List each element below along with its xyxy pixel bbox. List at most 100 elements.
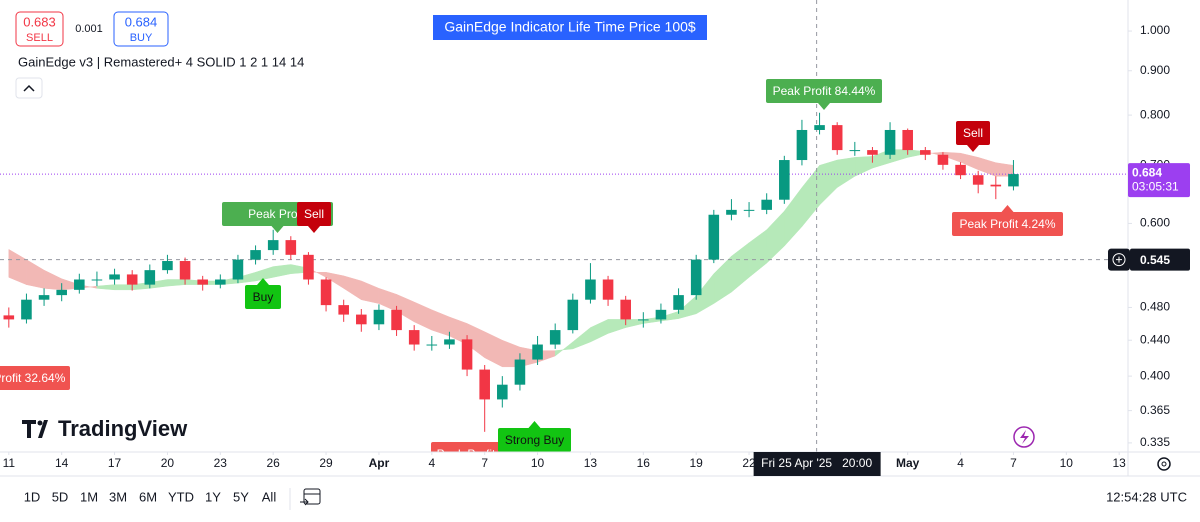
last-price-badge: [1128, 163, 1190, 198]
x-tick-label: 4: [428, 456, 435, 470]
countdown: 03:05:31: [1132, 179, 1179, 193]
signal-pointer: [271, 226, 284, 233]
signal-pointer: [257, 278, 269, 285]
crosshair-add-plus: [1116, 256, 1122, 263]
candle-body: [743, 209, 755, 211]
sell-label: SELL: [26, 32, 53, 44]
candle-body: [109, 274, 120, 280]
signal-text: Buy: [253, 290, 274, 304]
watermark-logo: [22, 420, 48, 438]
x-tick-label: 7: [1010, 456, 1017, 470]
candle-body: [673, 295, 684, 310]
candle-body: [338, 305, 349, 315]
x-tick-label: 13: [584, 456, 598, 470]
plot-area: Peak Profit 32.64% Peak Profit Sell Buy Peak…: [0, 0, 1128, 461]
timeframe-button[interactable]: All: [262, 489, 277, 504]
signal-text: Peak Profit: [437, 447, 496, 461]
candle-body: [690, 259, 702, 296]
x-tick-label: 23: [214, 456, 228, 470]
signal-box: [297, 202, 331, 226]
settings-icon[interactable]: [1157, 457, 1171, 471]
x-tick-label: 20: [161, 456, 175, 470]
candle-body: [215, 279, 226, 285]
sell-button[interactable]: [15, 11, 64, 47]
timeframe-button[interactable]: YTD: [168, 489, 194, 504]
candle-body: [38, 295, 50, 300]
y-tick-label: 0.365: [1140, 403, 1170, 417]
candle-body: [426, 344, 438, 346]
alert-bolt: [1020, 430, 1029, 444]
candle-body: [532, 344, 543, 360]
signal-label: Peak Profit 32.64%: [0, 366, 70, 390]
candle-body: [955, 164, 966, 176]
indicator-label: GainEdge v3 | Remastered+ 4 SOLID 1 2 1 …: [18, 54, 304, 69]
candle-body: [1008, 174, 1019, 187]
signal-box: [498, 428, 571, 452]
buy-button[interactable]: [113, 11, 169, 47]
candle-body: [796, 129, 808, 161]
collapse-button[interactable]: [15, 77, 43, 99]
candle-body: [937, 154, 949, 165]
signal-text: Sell: [963, 126, 983, 140]
candle-body: [567, 299, 579, 331]
candle-body: [461, 339, 473, 370]
timeframe-button[interactable]: 1D: [24, 489, 41, 504]
candle-body: [197, 279, 208, 285]
timeframe-button[interactable]: 6M: [139, 489, 157, 504]
timeframe-button[interactable]: 3M: [109, 489, 127, 504]
signal-label: Sell: [956, 121, 990, 152]
timeframe-button[interactable]: 1Y: [205, 489, 221, 504]
collapse-icon: [23, 84, 35, 92]
signal-box: [431, 442, 501, 452]
ribbon-segment: [114, 284, 133, 291]
candle-body: [620, 299, 631, 320]
candle-body: [884, 129, 896, 155]
buy-label: BUY: [130, 32, 153, 44]
signal-text: Peak Profit: [248, 207, 307, 221]
timeframe-button[interactable]: 1M: [80, 489, 98, 504]
candle-body: [3, 315, 15, 320]
signal-box: [0, 366, 70, 390]
signal-pointer: [967, 145, 979, 152]
signal-pointer: [528, 421, 541, 428]
clock: 12:54:28 UTC: [1106, 489, 1187, 504]
timeframe-button[interactable]: 5D: [52, 489, 69, 504]
x-tick-label: 11: [3, 456, 16, 470]
y-tick-label: 0.600: [1140, 216, 1170, 230]
candle-body: [250, 250, 261, 260]
signal-box: [766, 79, 882, 103]
candle-body: [408, 330, 420, 345]
x-tick-label: Apr: [369, 456, 390, 470]
x-tick-label: 19: [690, 456, 704, 470]
candle-body: [479, 369, 490, 400]
x-tick-label: 26: [267, 456, 281, 470]
signal-pointer: [308, 226, 320, 233]
candle-body: [285, 240, 297, 255]
axes: 1.0000.9000.8000.7000.6000.4800.4400.400…: [3, 23, 1171, 470]
crosshair-price-label: 0.545: [1140, 253, 1170, 267]
timeframe-button[interactable]: 5Y: [233, 489, 249, 504]
x-tick-label: 7: [481, 456, 488, 470]
y-tick-label: 0.800: [1140, 107, 1170, 121]
buy-price: 0.684: [125, 14, 158, 29]
x-tick-label: 22: [742, 456, 756, 470]
title-banner: [433, 15, 707, 40]
x-tick-label: 10: [1060, 456, 1074, 470]
signal-label: Peak Profit 4.24%: [952, 205, 1063, 236]
watermark: TradingView: [58, 416, 188, 441]
candle-body: [708, 214, 720, 260]
signal-box: [956, 121, 990, 145]
y-tick-label: 0.900: [1140, 63, 1170, 77]
date-range-icon[interactable]: [300, 488, 321, 506]
candle-body: [849, 150, 861, 152]
x-tick-label: 4: [957, 456, 964, 470]
candle-body: [514, 359, 526, 385]
y-tick-label: 1.000: [1140, 23, 1170, 37]
candle-body: [585, 279, 596, 300]
crosshair-price-badge: [1130, 248, 1190, 271]
x-tick-label: 14: [55, 456, 69, 470]
candle-body: [74, 279, 85, 290]
signal-label: Buy: [245, 278, 281, 309]
